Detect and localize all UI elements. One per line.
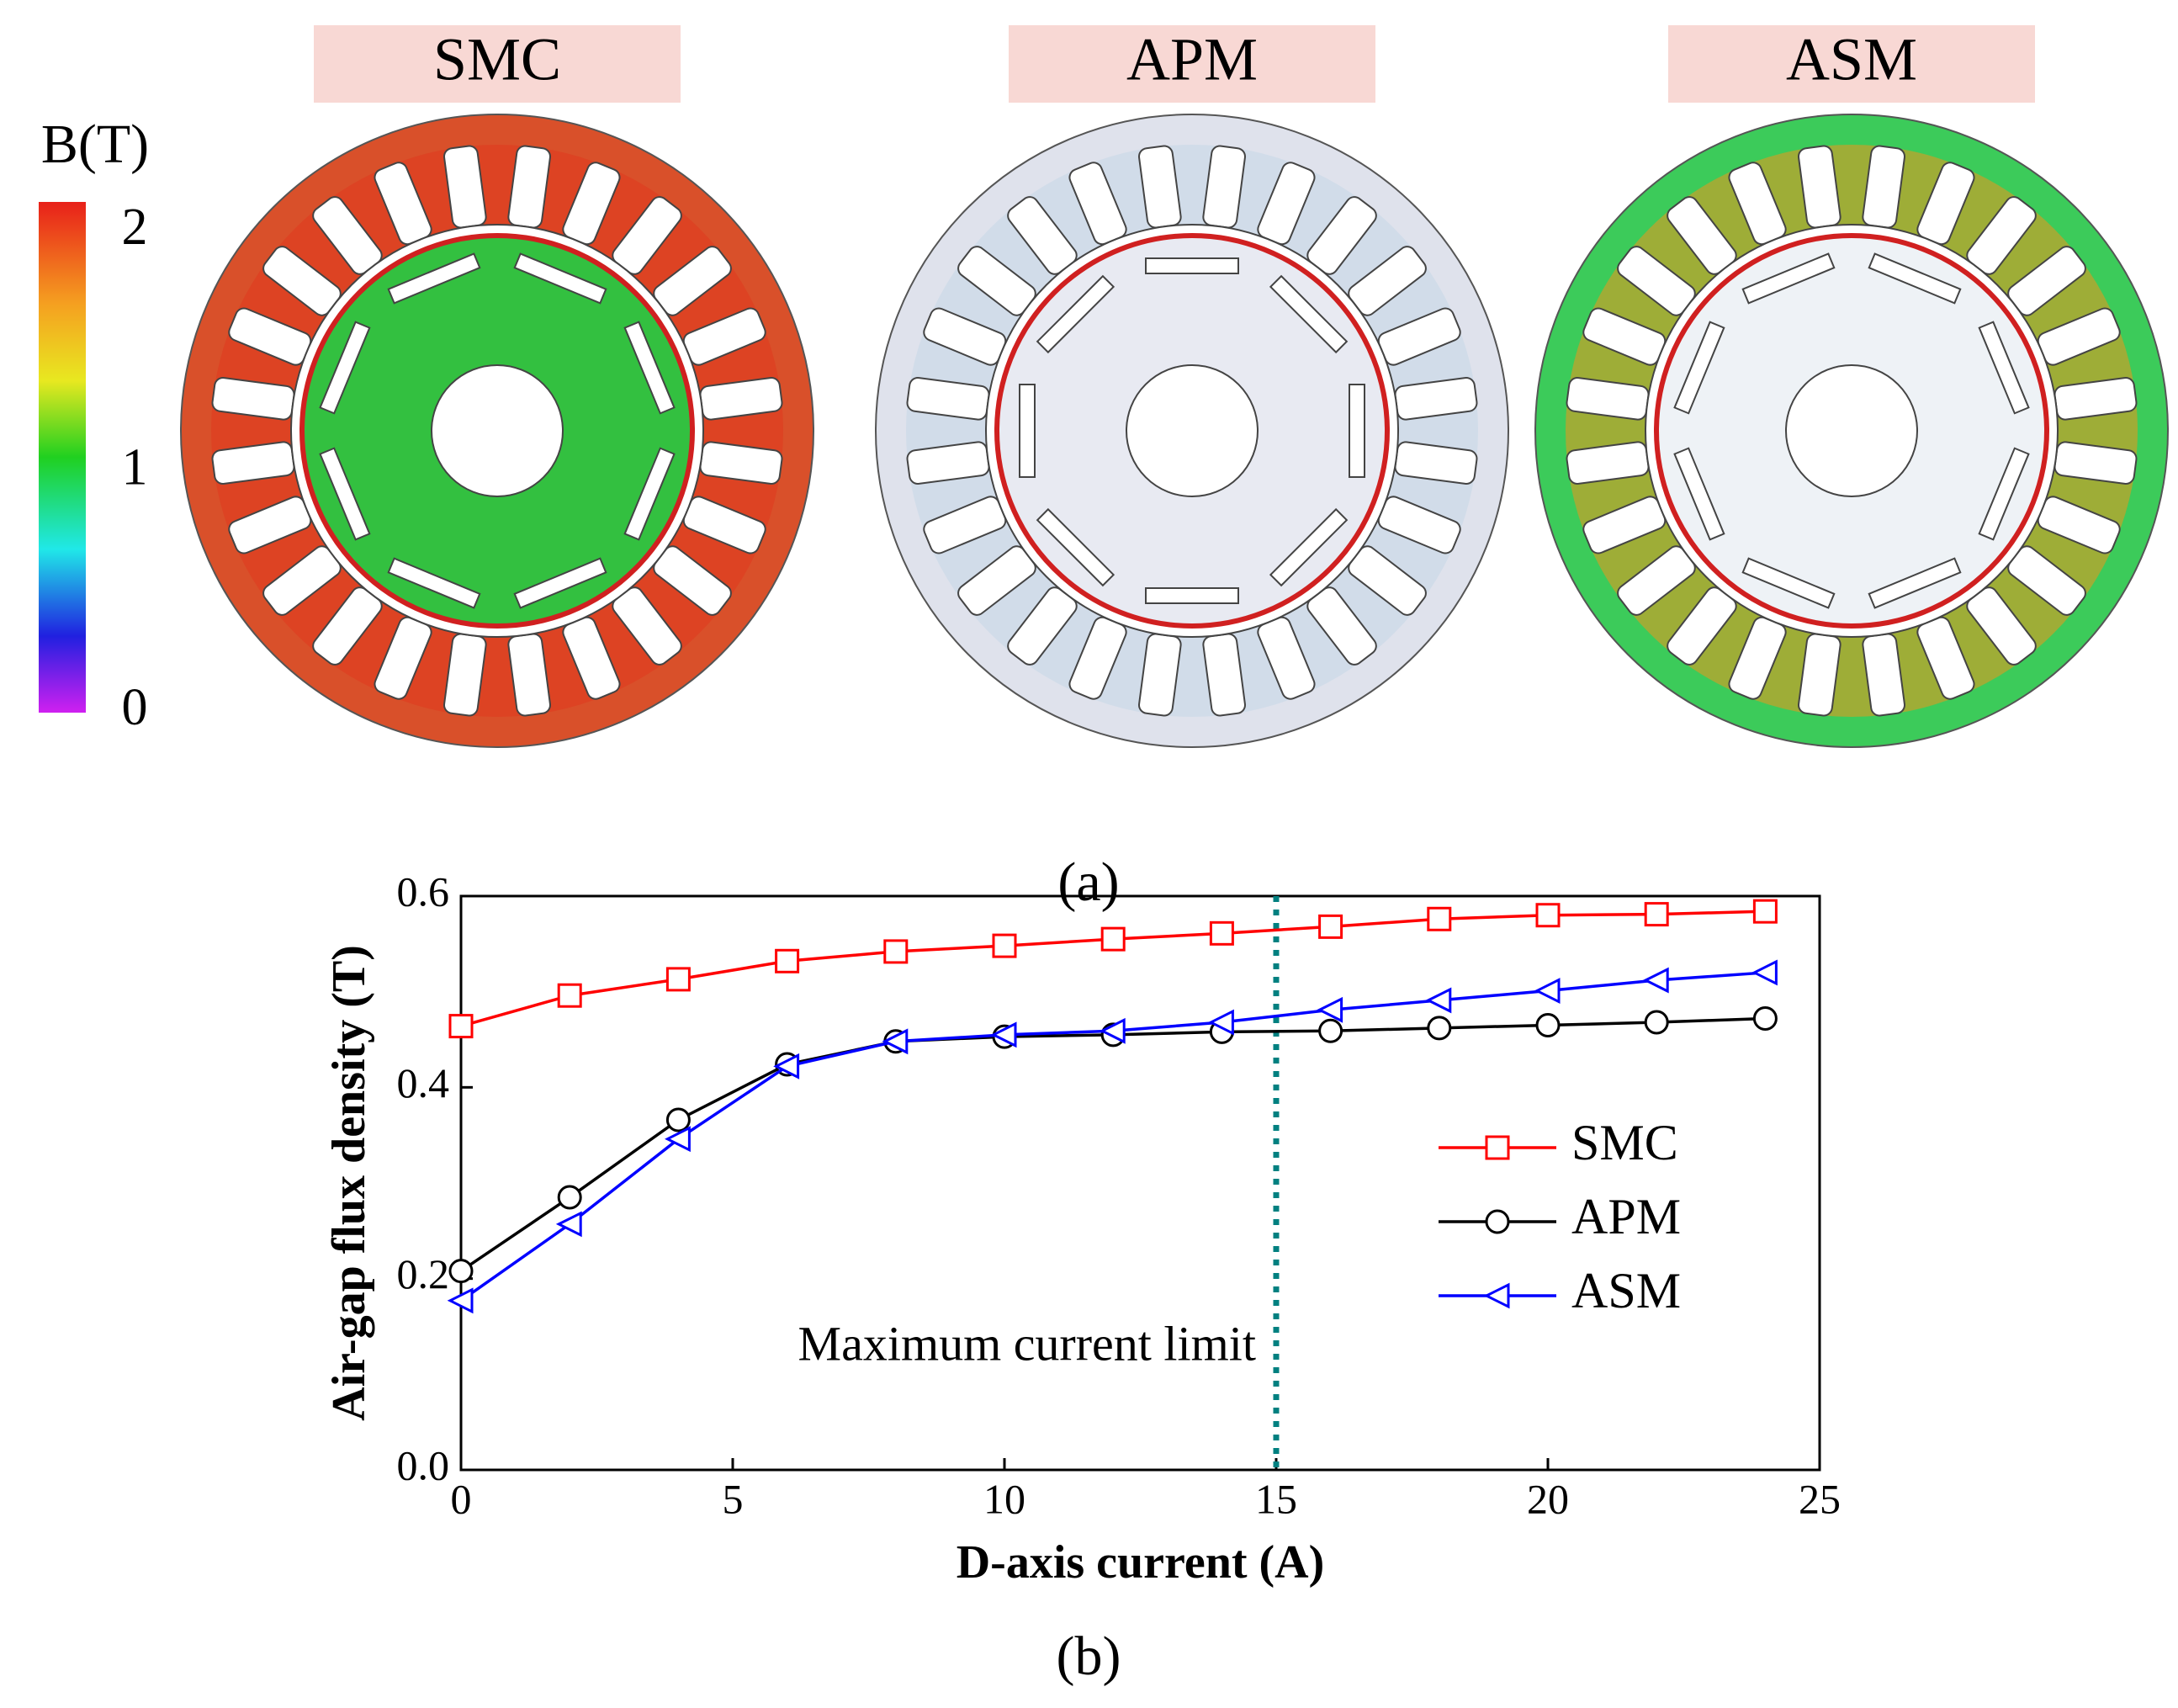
x-tick-label: 5 xyxy=(723,1475,744,1522)
legend-marker xyxy=(1485,1209,1510,1234)
marker xyxy=(1752,1005,1778,1031)
marker xyxy=(882,1028,909,1055)
magnet xyxy=(1269,507,1349,587)
x-tick-label: 0 xyxy=(451,1475,472,1522)
marker xyxy=(1100,926,1126,952)
marker xyxy=(1099,1017,1126,1044)
x-axis-label: D-axis current (A) xyxy=(957,1536,1325,1589)
legend-marker xyxy=(1485,1135,1510,1160)
marker xyxy=(992,933,1017,958)
marker xyxy=(1534,978,1561,1004)
marker xyxy=(1427,1016,1452,1041)
title-box xyxy=(1009,25,1375,103)
x-tick-label: 10 xyxy=(983,1475,1025,1522)
magnet xyxy=(623,447,676,541)
motor-title: APM xyxy=(1126,26,1258,93)
marker xyxy=(665,1126,691,1153)
marker xyxy=(1318,1018,1343,1043)
panel-b: 0.0 0.2 0.4 0.6 0 5 10 15 20 25 D-axis current (A)… xyxy=(323,867,1841,1687)
magnet xyxy=(1145,587,1239,604)
marker xyxy=(775,948,800,973)
marker xyxy=(557,983,582,1008)
motor-title: ASM xyxy=(1786,26,1917,93)
marker xyxy=(557,1185,582,1210)
marker xyxy=(773,1053,800,1079)
marker xyxy=(990,1021,1017,1048)
y-tick-label: 0.0 xyxy=(397,1441,450,1488)
magnet xyxy=(1145,257,1239,274)
annotation: Maximum current limit xyxy=(798,1316,1256,1371)
colorbar-tick-label: 1 xyxy=(122,439,148,496)
marker xyxy=(1535,1012,1561,1037)
marker xyxy=(1644,1010,1669,1035)
legend-label: SMC xyxy=(1571,1115,1678,1170)
marker xyxy=(665,1107,691,1132)
x-tick-label: 15 xyxy=(1255,1475,1297,1522)
series-line xyxy=(460,1016,1766,1273)
marker xyxy=(1751,959,1778,986)
shaft xyxy=(431,364,564,497)
marker xyxy=(448,1259,474,1284)
magnet xyxy=(1673,447,1725,541)
magnet xyxy=(623,321,676,415)
shaft xyxy=(1785,364,1918,497)
legend-label: APM xyxy=(1571,1189,1681,1244)
magnet xyxy=(1741,252,1836,305)
y-tick-label: 0.4 xyxy=(397,1059,450,1106)
marker xyxy=(448,1014,474,1039)
marker xyxy=(447,1287,474,1314)
panel-a: B(T) (a) 0 1 2 SMC APM ASM xyxy=(39,25,2169,913)
plot-frame xyxy=(459,894,1821,1472)
magnet xyxy=(1019,384,1036,478)
magnet xyxy=(1741,557,1836,609)
marker xyxy=(1208,1009,1234,1036)
magnet xyxy=(319,321,371,415)
y-tick-label: 0.6 xyxy=(397,867,450,915)
x-tick-label: 20 xyxy=(1527,1475,1569,1522)
marker xyxy=(1317,996,1343,1023)
legend-label: ASM xyxy=(1571,1263,1681,1318)
magnet xyxy=(1036,274,1115,354)
magnet xyxy=(513,557,607,609)
magnet xyxy=(1978,321,2030,415)
caption: (a) xyxy=(1057,851,1119,913)
magnet xyxy=(1868,252,1962,305)
shaft xyxy=(1126,364,1259,497)
magnet xyxy=(1349,384,1365,478)
marker xyxy=(1535,903,1561,928)
legend-marker xyxy=(1483,1282,1510,1309)
magnet xyxy=(1868,557,1962,609)
x-tick-label: 25 xyxy=(1799,1475,1841,1522)
magnet xyxy=(1978,447,2030,541)
magnet xyxy=(387,557,481,609)
magnet xyxy=(1673,321,1725,415)
marker xyxy=(555,1211,582,1238)
motor-title: SMC xyxy=(433,26,561,93)
marker xyxy=(1318,914,1343,939)
marker xyxy=(665,967,691,992)
marker xyxy=(1209,920,1234,946)
y-tick-label: 0.2 xyxy=(397,1250,450,1297)
title-box xyxy=(314,25,681,103)
marker xyxy=(1425,987,1452,1014)
y-axis-label: Air-gap flux density (T) xyxy=(323,945,375,1421)
magnet xyxy=(1036,507,1115,587)
magnet xyxy=(319,447,371,541)
magnet xyxy=(387,252,481,305)
colorbar-title: B(T) xyxy=(41,114,149,175)
colorbar xyxy=(39,202,86,713)
marker xyxy=(883,939,909,964)
title-box xyxy=(1668,25,2035,103)
caption: (b) xyxy=(1057,1626,1121,1687)
colorbar-tick-label: 2 xyxy=(122,199,148,256)
magnet xyxy=(1269,274,1349,354)
marker xyxy=(1644,902,1669,927)
magnet xyxy=(513,252,607,305)
marker xyxy=(1427,906,1452,931)
colorbar-tick-label: 0 xyxy=(122,679,148,736)
marker xyxy=(1752,899,1778,924)
marker xyxy=(1642,967,1669,994)
